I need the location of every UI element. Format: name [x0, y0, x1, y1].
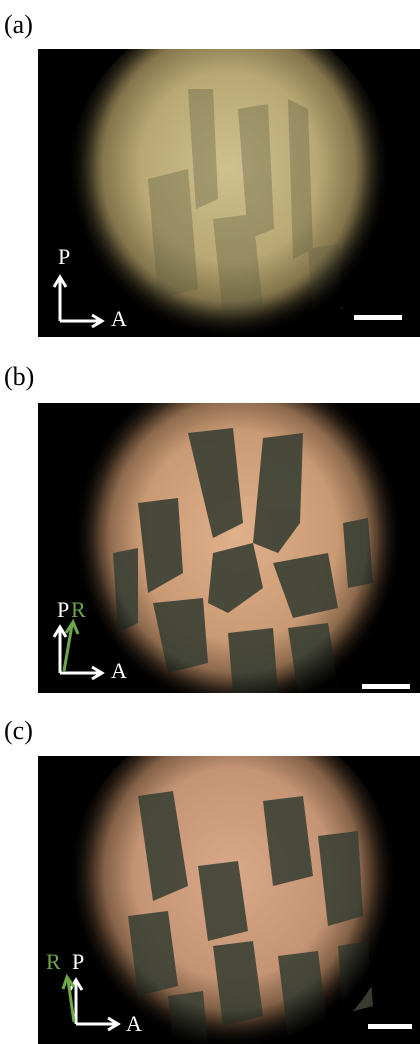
micrograph-b-image	[38, 403, 420, 693]
micrograph-a-image	[38, 49, 420, 337]
pa-axis-arrows	[52, 624, 105, 681]
polarizer-label-b: P	[57, 597, 70, 622]
scale-bar	[368, 1024, 412, 1029]
micrograph-c: R P A	[38, 756, 420, 1044]
pa-axis-arrows	[52, 274, 105, 329]
analyzer-label-b: A	[111, 658, 127, 683]
rotation-arrow	[62, 618, 80, 672]
micrograph-c-image	[38, 756, 420, 1044]
rotation-label-c: R	[46, 949, 61, 974]
panel-label-a: (a)	[4, 10, 33, 39]
scale-bar	[354, 315, 402, 320]
polarizer-label-a: P	[58, 244, 71, 269]
scale-bar	[362, 684, 410, 689]
rotation-arrow	[61, 973, 76, 1023]
analyzer-label-a: A	[111, 306, 127, 331]
analyzer-label-c: A	[126, 1011, 142, 1036]
micrograph-a: P A	[38, 49, 420, 337]
polarizer-label-c: P	[72, 949, 85, 974]
panel-label-c: (c)	[4, 716, 33, 745]
rotation-label-b: R	[71, 597, 86, 622]
micrograph-b: P R A	[38, 403, 420, 693]
panel-label-b: (b)	[4, 362, 35, 391]
